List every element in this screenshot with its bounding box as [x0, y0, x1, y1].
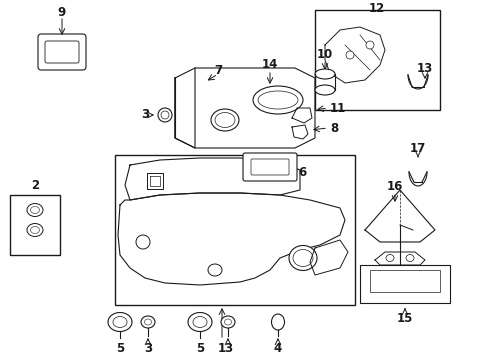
Text: 3: 3 — [143, 342, 152, 355]
Text: 3: 3 — [224, 342, 232, 355]
Text: 17: 17 — [409, 141, 425, 154]
Ellipse shape — [141, 316, 155, 328]
Text: 14: 14 — [261, 58, 278, 72]
Text: 9: 9 — [58, 5, 66, 18]
Ellipse shape — [221, 316, 235, 328]
Ellipse shape — [27, 224, 43, 237]
Ellipse shape — [161, 111, 169, 119]
FancyBboxPatch shape — [243, 153, 296, 181]
Ellipse shape — [193, 316, 206, 328]
Text: 8: 8 — [329, 122, 338, 135]
Text: 5: 5 — [196, 342, 203, 355]
Ellipse shape — [30, 226, 40, 234]
Ellipse shape — [224, 319, 231, 325]
Ellipse shape — [271, 314, 284, 330]
Ellipse shape — [207, 264, 222, 276]
Ellipse shape — [258, 91, 297, 109]
Ellipse shape — [346, 51, 353, 59]
FancyBboxPatch shape — [38, 34, 86, 70]
Text: 3: 3 — [141, 108, 149, 122]
Bar — [10, 195, 60, 255]
Ellipse shape — [30, 207, 40, 213]
Bar — [314, 10, 439, 110]
Text: 11: 11 — [329, 102, 346, 114]
Text: 10: 10 — [316, 49, 332, 62]
Ellipse shape — [113, 316, 127, 328]
Bar — [115, 155, 354, 305]
Text: 5: 5 — [116, 342, 124, 355]
Ellipse shape — [187, 312, 212, 332]
Ellipse shape — [385, 255, 393, 261]
Ellipse shape — [215, 112, 235, 127]
Ellipse shape — [27, 203, 43, 216]
Text: 16: 16 — [386, 180, 403, 193]
Bar — [369, 270, 439, 292]
Ellipse shape — [314, 85, 334, 95]
FancyBboxPatch shape — [250, 159, 288, 175]
Ellipse shape — [252, 86, 303, 114]
Ellipse shape — [144, 319, 151, 325]
FancyBboxPatch shape — [45, 41, 79, 63]
Ellipse shape — [210, 109, 239, 131]
Text: 6: 6 — [297, 166, 305, 179]
Ellipse shape — [288, 246, 316, 270]
Text: 13: 13 — [416, 62, 432, 75]
Ellipse shape — [365, 41, 373, 49]
Ellipse shape — [136, 235, 150, 249]
Ellipse shape — [314, 69, 334, 79]
Text: 2: 2 — [31, 179, 39, 192]
Text: 12: 12 — [368, 1, 385, 14]
Ellipse shape — [405, 255, 413, 261]
Text: 7: 7 — [214, 63, 222, 77]
Ellipse shape — [292, 249, 312, 266]
Ellipse shape — [108, 312, 132, 332]
Ellipse shape — [158, 108, 172, 122]
Bar — [359, 265, 449, 303]
Text: 1: 1 — [218, 342, 225, 355]
Text: 4: 4 — [273, 342, 282, 355]
Text: 15: 15 — [396, 311, 412, 324]
